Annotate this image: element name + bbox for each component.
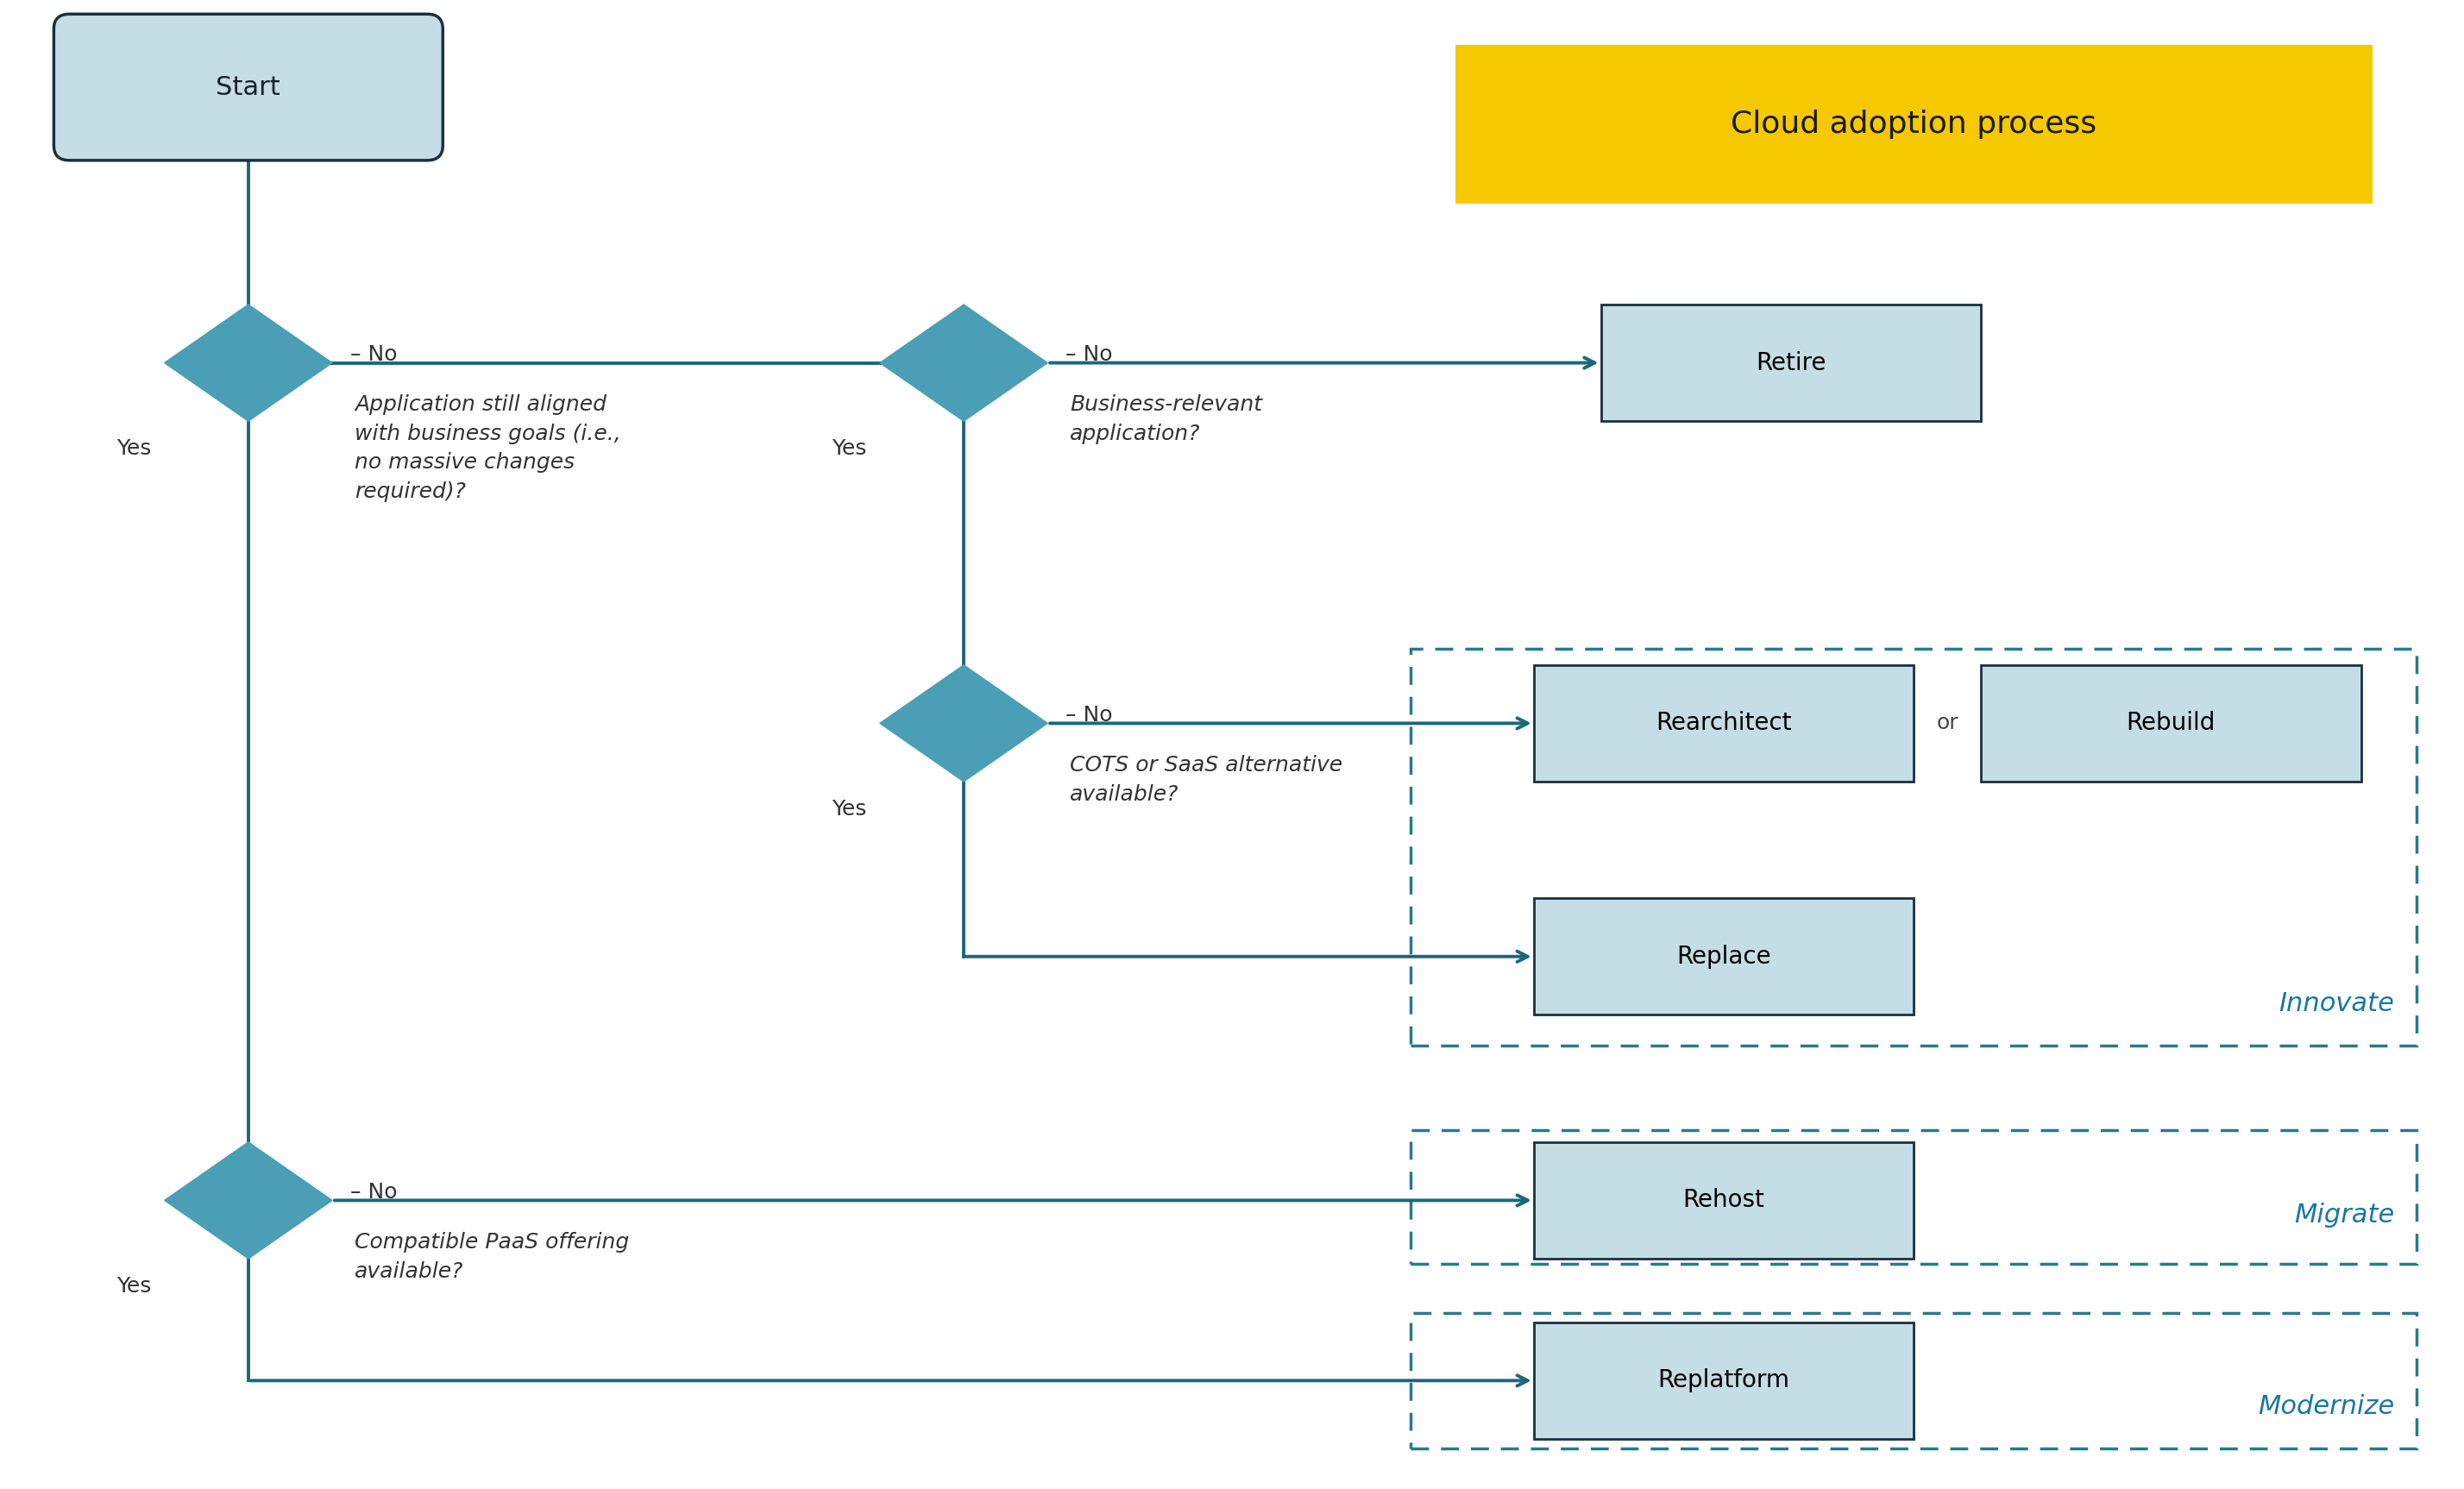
Text: Modernize: Modernize [2257,1394,2395,1419]
Text: Yes: Yes [833,798,867,819]
FancyBboxPatch shape [54,13,444,161]
Text: – No: – No [350,344,397,365]
Polygon shape [165,305,333,421]
Text: Application still aligned
with business goals (i.e.,
no massive changes
required: Application still aligned with business … [355,395,621,502]
Text: COTS or SaaS alternative
available?: COTS or SaaS alternative available? [1069,755,1343,804]
Polygon shape [880,666,1047,782]
Text: Replatform: Replatform [1658,1368,1789,1392]
FancyBboxPatch shape [1456,45,2373,204]
FancyBboxPatch shape [1533,1322,1915,1438]
FancyBboxPatch shape [1533,898,1915,1015]
Text: – No: – No [1064,344,1111,365]
Text: Migrate: Migrate [2294,1203,2395,1228]
Text: Yes: Yes [116,1276,150,1297]
Text: Retire: Retire [1757,351,1826,375]
Text: Rebuild: Rebuild [2126,712,2215,736]
Text: Start: Start [217,74,281,100]
Text: Rearchitect: Rearchitect [1656,712,1791,736]
Text: Yes: Yes [833,438,867,459]
Text: Cloud adoption process: Cloud adoption process [1730,110,2097,138]
Text: Replace: Replace [1676,944,1772,969]
Text: Business-relevant
application?: Business-relevant application? [1069,395,1262,444]
FancyBboxPatch shape [1533,1142,1915,1258]
Text: – No: – No [350,1182,397,1202]
FancyBboxPatch shape [1981,666,2361,782]
Text: Yes: Yes [116,438,150,459]
Text: Innovate: Innovate [2279,990,2395,1015]
FancyBboxPatch shape [1533,666,1915,782]
FancyBboxPatch shape [1602,305,1981,421]
Text: – No: – No [1064,704,1111,725]
Polygon shape [165,1142,333,1258]
Polygon shape [880,305,1047,421]
Text: Compatible PaaS offering
available?: Compatible PaaS offering available? [355,1233,628,1282]
Text: Rehost: Rehost [1683,1188,1764,1212]
Text: or: or [1937,713,1959,734]
